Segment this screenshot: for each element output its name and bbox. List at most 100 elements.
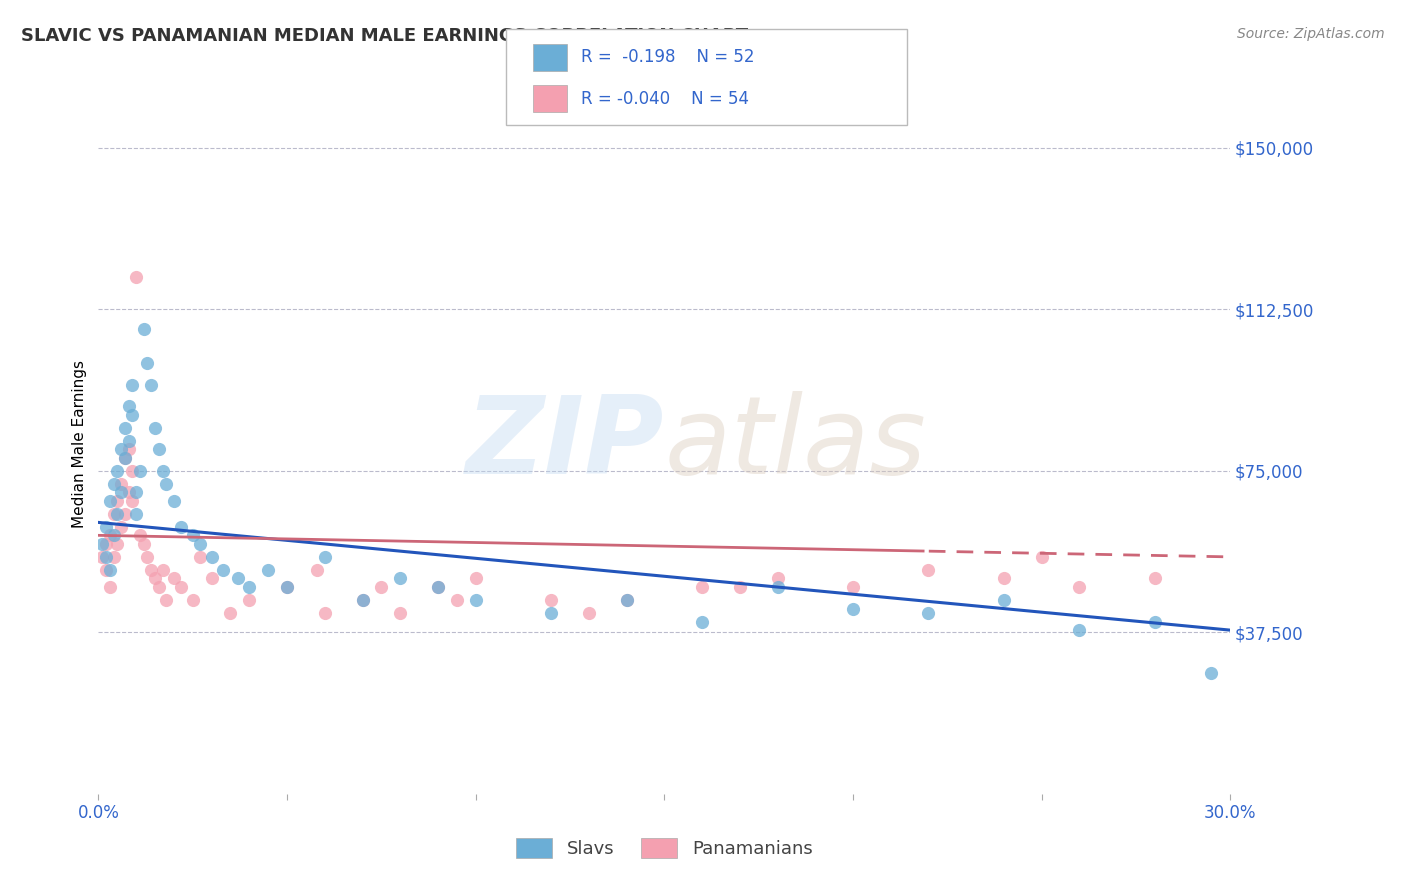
Point [257,563,280,577]
Point [352,593,374,607]
Point [110,476,132,491]
Point [307,563,329,577]
Point [842,580,865,594]
Point [114,450,136,465]
Point [578,606,600,620]
Point [917,563,939,577]
Point [91,537,114,551]
Point [121,408,143,422]
Point [238,593,260,607]
Text: atlas: atlas [665,392,927,496]
Point [121,494,143,508]
Point [148,442,170,457]
Point [94,537,117,551]
Point [766,580,789,594]
Point [103,528,125,542]
Point [1143,615,1166,629]
Point [98,528,121,542]
Point [141,563,163,577]
Point [1069,623,1091,637]
Point [105,464,128,478]
Point [1069,580,1091,594]
Text: R = -0.040    N = 54: R = -0.040 N = 54 [581,89,748,108]
Point [163,571,186,585]
Point [117,434,139,448]
Point [136,549,159,564]
Text: SLAVIC VS PANAMANIAN MEDIAN MALE EARNINGS CORRELATION CHART: SLAVIC VS PANAMANIAN MEDIAN MALE EARNING… [21,27,748,45]
Point [201,549,224,564]
Point [201,571,224,585]
Y-axis label: Median Male Earnings: Median Male Earnings [72,359,87,528]
Point [766,571,789,585]
Point [103,507,125,521]
Point [105,537,128,551]
Point [105,507,128,521]
Point [219,606,242,620]
Point [98,580,121,594]
Point [690,580,713,594]
Point [110,442,132,457]
Point [188,537,211,551]
Point [163,494,186,508]
Point [314,606,336,620]
Point [110,485,132,500]
Point [446,593,468,607]
Point [188,549,211,564]
Point [117,399,139,413]
Point [110,519,132,533]
Point [370,580,392,594]
Point [148,580,170,594]
Point [993,571,1015,585]
Point [276,580,298,594]
Point [94,519,117,533]
Point [276,580,298,594]
Text: ZIP: ZIP [465,391,665,497]
Point [121,377,143,392]
Point [103,549,125,564]
Point [540,593,562,607]
Text: Source: ZipAtlas.com: Source: ZipAtlas.com [1237,27,1385,41]
Point [1201,666,1223,681]
Point [842,601,865,615]
Point [114,420,136,434]
Point [98,563,121,577]
Legend: Slavs, Panamanians: Slavs, Panamanians [509,831,820,865]
Point [212,563,235,577]
Point [132,321,155,335]
Point [94,549,117,564]
Point [464,593,486,607]
Point [1031,549,1053,564]
Point [389,571,412,585]
Text: R =  -0.198    N = 52: R = -0.198 N = 52 [581,48,754,67]
Point [114,450,136,465]
Point [98,494,121,508]
Point [129,464,152,478]
Point [540,606,562,620]
Point [132,537,155,551]
Point [993,593,1015,607]
Point [143,420,166,434]
Point [152,563,174,577]
Point [226,571,249,585]
Point [155,476,177,491]
Point [91,549,114,564]
Point [136,356,159,370]
Point [181,528,204,542]
Point [141,377,163,392]
Point [114,507,136,521]
Point [427,580,450,594]
Point [616,593,638,607]
Point [464,571,486,585]
Point [117,485,139,500]
Point [121,464,143,478]
Point [105,494,128,508]
Point [125,507,148,521]
Point [238,580,260,594]
Point [125,485,148,500]
Point [389,606,412,620]
Point [152,464,174,478]
Point [94,563,117,577]
Point [690,615,713,629]
Point [427,580,450,594]
Point [129,528,152,542]
